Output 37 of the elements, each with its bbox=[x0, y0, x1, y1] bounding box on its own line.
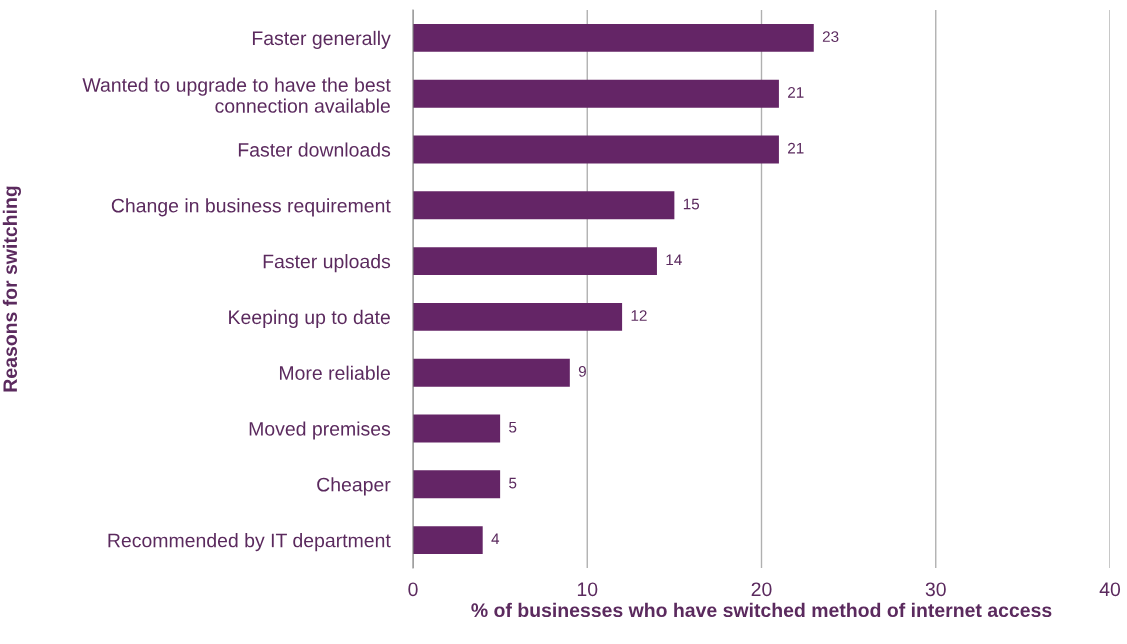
bar bbox=[413, 414, 501, 443]
y-tick-label: Faster uploads bbox=[263, 254, 391, 273]
data-label: 4 bbox=[491, 533, 500, 545]
y-tick-label: Recommended by IT department bbox=[108, 533, 391, 552]
y-tick-label: Faster generally bbox=[252, 30, 391, 49]
bar bbox=[413, 23, 814, 52]
x-tick-label: 40 bbox=[1099, 582, 1121, 597]
bar bbox=[413, 191, 675, 220]
bar bbox=[413, 526, 483, 555]
data-label: 23 bbox=[822, 31, 839, 42]
data-label: 15 bbox=[683, 198, 700, 210]
y-axis-title: Reasons for switching bbox=[2, 186, 21, 392]
bar bbox=[413, 135, 779, 164]
x-tick-label: 30 bbox=[925, 582, 946, 597]
data-label: 5 bbox=[509, 477, 517, 489]
bar bbox=[413, 358, 570, 387]
y-tick-label: Wanted to upgrade to have the best connection available bbox=[82, 77, 391, 113]
data-label: 5 bbox=[509, 421, 517, 433]
data-label: 21 bbox=[788, 86, 804, 98]
y-tick-label: More reliable bbox=[279, 365, 390, 380]
data-label: 21 bbox=[788, 142, 804, 154]
x-tick-label: 10 bbox=[577, 582, 598, 597]
y-tick-label: Change in business requirement bbox=[111, 198, 391, 217]
y-tick-label: Moved premises bbox=[249, 421, 391, 440]
bar bbox=[413, 302, 623, 331]
x-tick-label: 0 bbox=[408, 582, 418, 597]
x-axis-title: % of businesses who have switched method of internet access bbox=[471, 602, 1052, 618]
data-label: 9 bbox=[578, 365, 586, 377]
bar bbox=[413, 247, 657, 276]
bar bbox=[413, 470, 501, 499]
x-tick-label: 20 bbox=[751, 582, 772, 597]
data-label: 14 bbox=[666, 254, 682, 266]
data-label: 12 bbox=[631, 310, 647, 321]
y-tick-label: Cheaper bbox=[317, 477, 391, 496]
y-tick-label: Faster downloads bbox=[238, 142, 391, 157]
y-tick-label: Keeping up to date bbox=[229, 309, 390, 328]
bar bbox=[413, 79, 779, 108]
